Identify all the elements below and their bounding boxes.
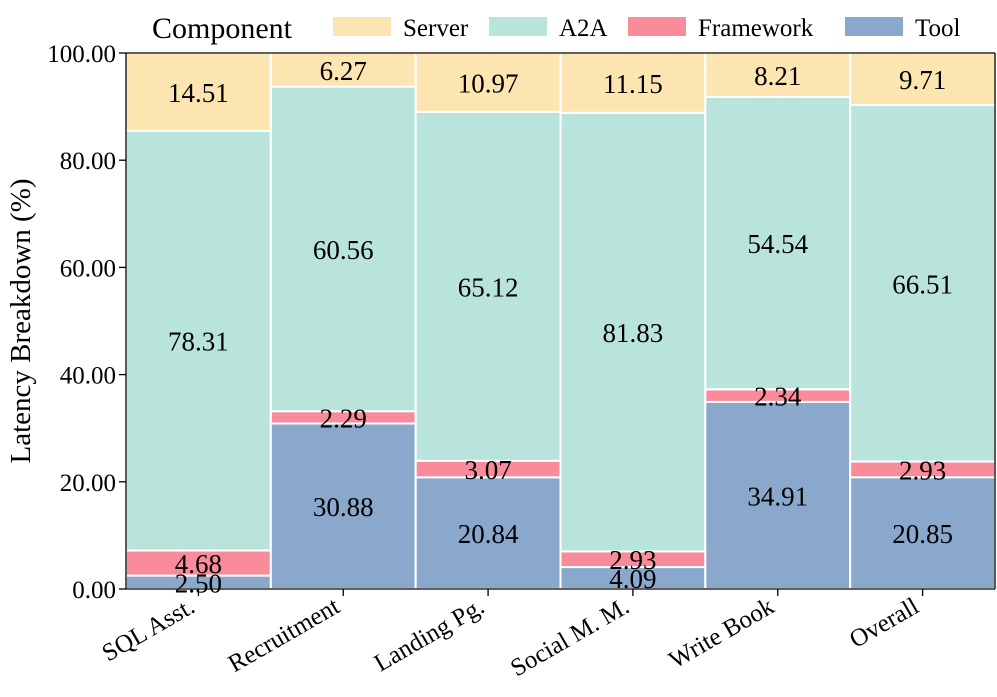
- bars-layer: [125, 52, 997, 591]
- data-label-framework-4: 2.34: [754, 382, 802, 412]
- y-tick-label: 0.00: [72, 577, 116, 604]
- legend-label-server: Server: [403, 15, 469, 42]
- bar-segment-a2a-1: [269, 85, 417, 413]
- x-tick-label: Overall: [845, 593, 923, 654]
- bar-segment-framework-0: [125, 549, 272, 577]
- data-label-tool-4: 34.91: [747, 481, 808, 511]
- legend-label-framework: Framework: [698, 15, 814, 42]
- legend-label-tool: Tool: [915, 15, 961, 42]
- bar-segment-server-5: [849, 52, 997, 107]
- data-label-server-5: 9.71: [899, 65, 946, 95]
- data-label-server-0: 14.51: [168, 78, 229, 108]
- bar-segment-tool-2: [414, 476, 562, 591]
- data-label-a2a-0: 78.31: [168, 327, 229, 357]
- bar-segment-tool-5: [849, 476, 997, 590]
- data-label-framework-1: 2.29: [320, 403, 367, 433]
- bar-segment-tool-4: [704, 400, 852, 590]
- legend-swatch-a2a: [489, 17, 547, 36]
- data-label-server-4: 8.21: [754, 61, 801, 91]
- bar-segment-a2a-2: [414, 110, 562, 462]
- data-label-a2a-5: 66.51: [892, 269, 953, 299]
- segment-labels-layer: 2.504.6878.3114.5130.882.2960.566.2720.8…: [168, 56, 953, 598]
- legend-label-a2a: A2A: [559, 15, 608, 42]
- bar-segment-server-0: [125, 52, 272, 132]
- data-label-framework-0: 4.68: [175, 549, 222, 579]
- data-label-tool-1: 30.88: [313, 492, 374, 522]
- data-label-a2a-1: 60.56: [313, 235, 374, 265]
- data-label-framework-5: 2.93: [899, 455, 946, 485]
- y-tick-label: 40.00: [60, 363, 116, 390]
- data-label-server-3: 11.15: [603, 69, 663, 99]
- bar-segment-server-3: [559, 52, 707, 114]
- y-axis-label: Latency Breakdown (%): [5, 178, 37, 463]
- bar-segment-server-2: [414, 52, 562, 113]
- bar-segment-server-1: [269, 52, 417, 88]
- data-label-server-1: 6.27: [320, 56, 367, 86]
- x-tick-label: Write Book: [664, 593, 779, 675]
- data-label-server-2: 10.97: [458, 68, 519, 98]
- legend-title: Component: [152, 12, 293, 45]
- legend: Component Server A2A Framework Tool: [152, 12, 961, 45]
- legend-swatch-server: [333, 17, 391, 36]
- data-label-tool-5: 20.85: [892, 519, 953, 549]
- x-tick-label: Recruitment: [224, 593, 345, 678]
- bar-segment-a2a-3: [559, 111, 707, 553]
- y-tick-label: 20.00: [60, 470, 116, 497]
- y-tick-label: 60.00: [60, 255, 116, 282]
- bar-segment-a2a-4: [704, 96, 852, 391]
- data-label-a2a-3: 81.83: [603, 318, 664, 348]
- legend-swatch-framework: [628, 17, 686, 36]
- x-tick-label: Social M. M.: [506, 593, 634, 682]
- data-label-framework-3: 2.93: [609, 545, 656, 575]
- bar-segment-a2a-5: [849, 104, 997, 463]
- data-label-tool-2: 20.84: [458, 519, 519, 549]
- x-tick-label: Landing Pg.: [370, 593, 489, 677]
- data-label-framework-2: 3.07: [464, 455, 511, 485]
- legend-swatch-tool: [845, 17, 903, 36]
- y-tick-label: 80.00: [60, 148, 116, 175]
- data-label-a2a-2: 65.12: [458, 272, 519, 302]
- y-tick-label: 100.00: [47, 41, 116, 68]
- data-label-a2a-4: 54.54: [747, 229, 808, 259]
